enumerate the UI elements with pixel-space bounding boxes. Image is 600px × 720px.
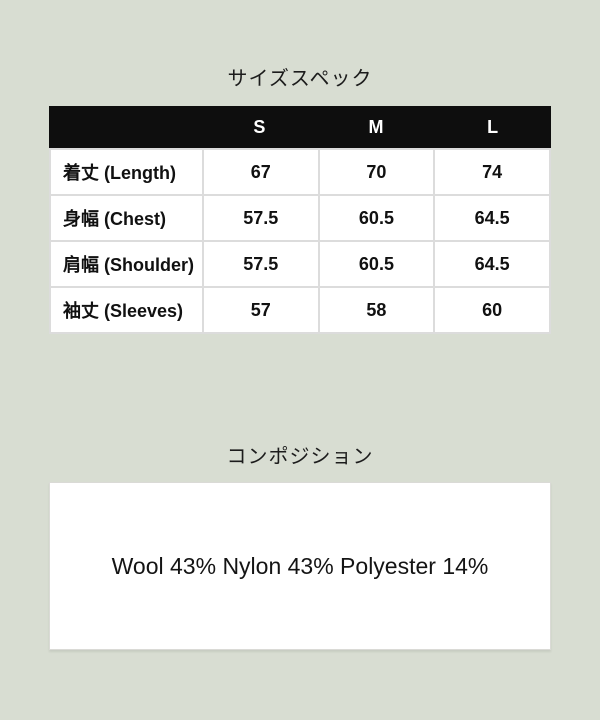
cell-length-m: 70: [319, 150, 434, 194]
size-spec-table: S M L 着丈 (Length) 67 70 74 身幅 (Chest) 57…: [49, 106, 551, 334]
cell-chest-s: 57.5: [203, 196, 318, 240]
cell-length-l: 74: [435, 150, 549, 194]
cell-length-s: 67: [203, 150, 318, 194]
row-label-length: 着丈 (Length): [51, 150, 202, 194]
header-cell-size-m: M: [368, 116, 384, 137]
cell-shoulder-l: 64.5: [435, 242, 549, 286]
cell-shoulder-s: 57.5: [203, 242, 318, 286]
header-cell-size-l: L: [487, 116, 499, 137]
cell-sleeves-l: 60: [435, 288, 549, 332]
size-table-header-row: S M L: [49, 106, 551, 148]
cell-shoulder-m: 60.5: [319, 242, 434, 286]
row-label-shoulder: 肩幅 (Shoulder): [51, 242, 202, 286]
size-table-body: 着丈 (Length) 67 70 74 身幅 (Chest) 57.5 60.…: [49, 148, 551, 334]
composition-text: Wool 43% Nylon 43% Polyester 14%: [111, 552, 489, 579]
cell-sleeves-s: 57: [203, 288, 318, 332]
cell-sleeves-m: 58: [319, 288, 434, 332]
cell-chest-m: 60.5: [319, 196, 434, 240]
composition-box: Wool 43% Nylon 43% Polyester 14%: [49, 482, 551, 650]
cell-chest-l: 64.5: [435, 196, 549, 240]
size-spec-title: サイズスペック: [227, 68, 373, 90]
row-label-chest: 身幅 (Chest): [51, 196, 202, 240]
header-cell-size-s: S: [253, 116, 266, 137]
composition-title: コンポジション: [226, 446, 374, 468]
row-label-sleeves: 袖丈 (Sleeves): [51, 288, 202, 332]
